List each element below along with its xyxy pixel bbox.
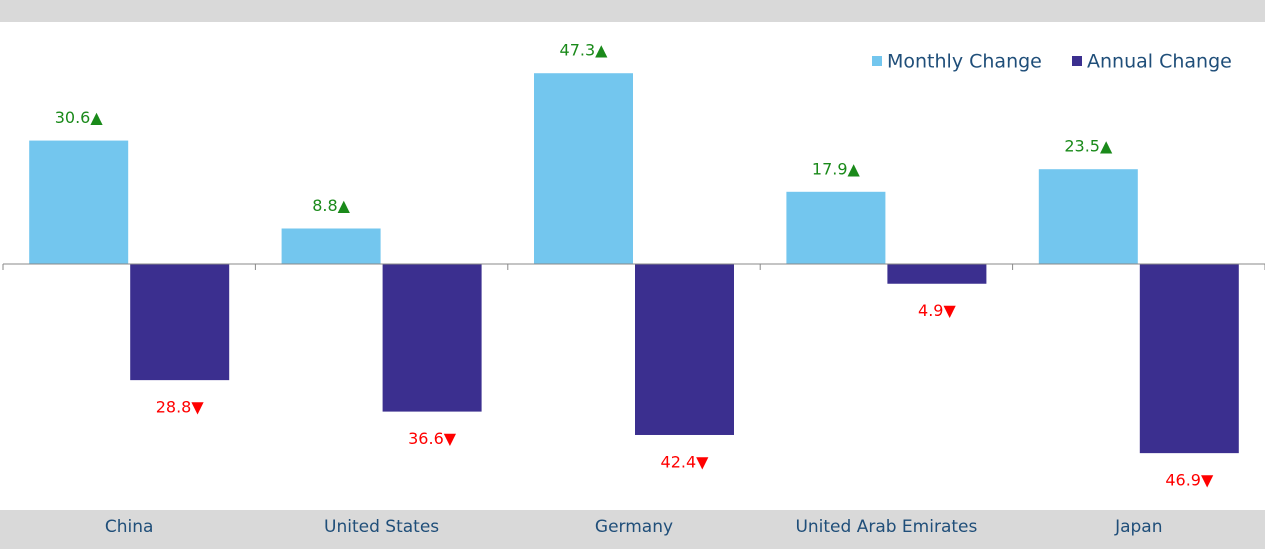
bar bbox=[1038, 169, 1138, 264]
bar bbox=[130, 263, 230, 381]
bar bbox=[786, 191, 886, 264]
bar bbox=[1139, 263, 1239, 454]
data-label: 28.8▼ bbox=[156, 398, 205, 417]
x-tick-label: Germany bbox=[595, 517, 673, 537]
bar bbox=[635, 263, 734, 435]
data-label: 8.8▲ bbox=[312, 196, 350, 215]
bar bbox=[534, 73, 633, 264]
x-tick-label: China bbox=[105, 517, 154, 537]
bar bbox=[281, 228, 381, 264]
data-label: 23.5▲ bbox=[1064, 137, 1113, 156]
data-label: 30.6▲ bbox=[55, 108, 104, 127]
x-tick-label: United States bbox=[324, 517, 439, 537]
data-label: 42.4▼ bbox=[661, 452, 710, 471]
bar bbox=[29, 140, 129, 264]
data-label: 47.3▲ bbox=[560, 41, 609, 60]
legend-swatch bbox=[872, 56, 882, 66]
bar bbox=[887, 263, 987, 284]
data-label: 36.6▼ bbox=[408, 429, 457, 448]
bar bbox=[382, 263, 482, 412]
legend-label: Monthly Change bbox=[887, 51, 1042, 73]
data-label: 46.9▼ bbox=[1165, 471, 1214, 490]
x-tick-label: United Arab Emirates bbox=[795, 517, 977, 537]
data-label: 17.9▲ bbox=[812, 159, 861, 178]
legend-swatch bbox=[1072, 56, 1082, 66]
data-label: 4.9▼ bbox=[918, 301, 956, 320]
x-tick-label: Japan bbox=[1114, 517, 1162, 537]
legend-label: Annual Change bbox=[1087, 51, 1232, 73]
